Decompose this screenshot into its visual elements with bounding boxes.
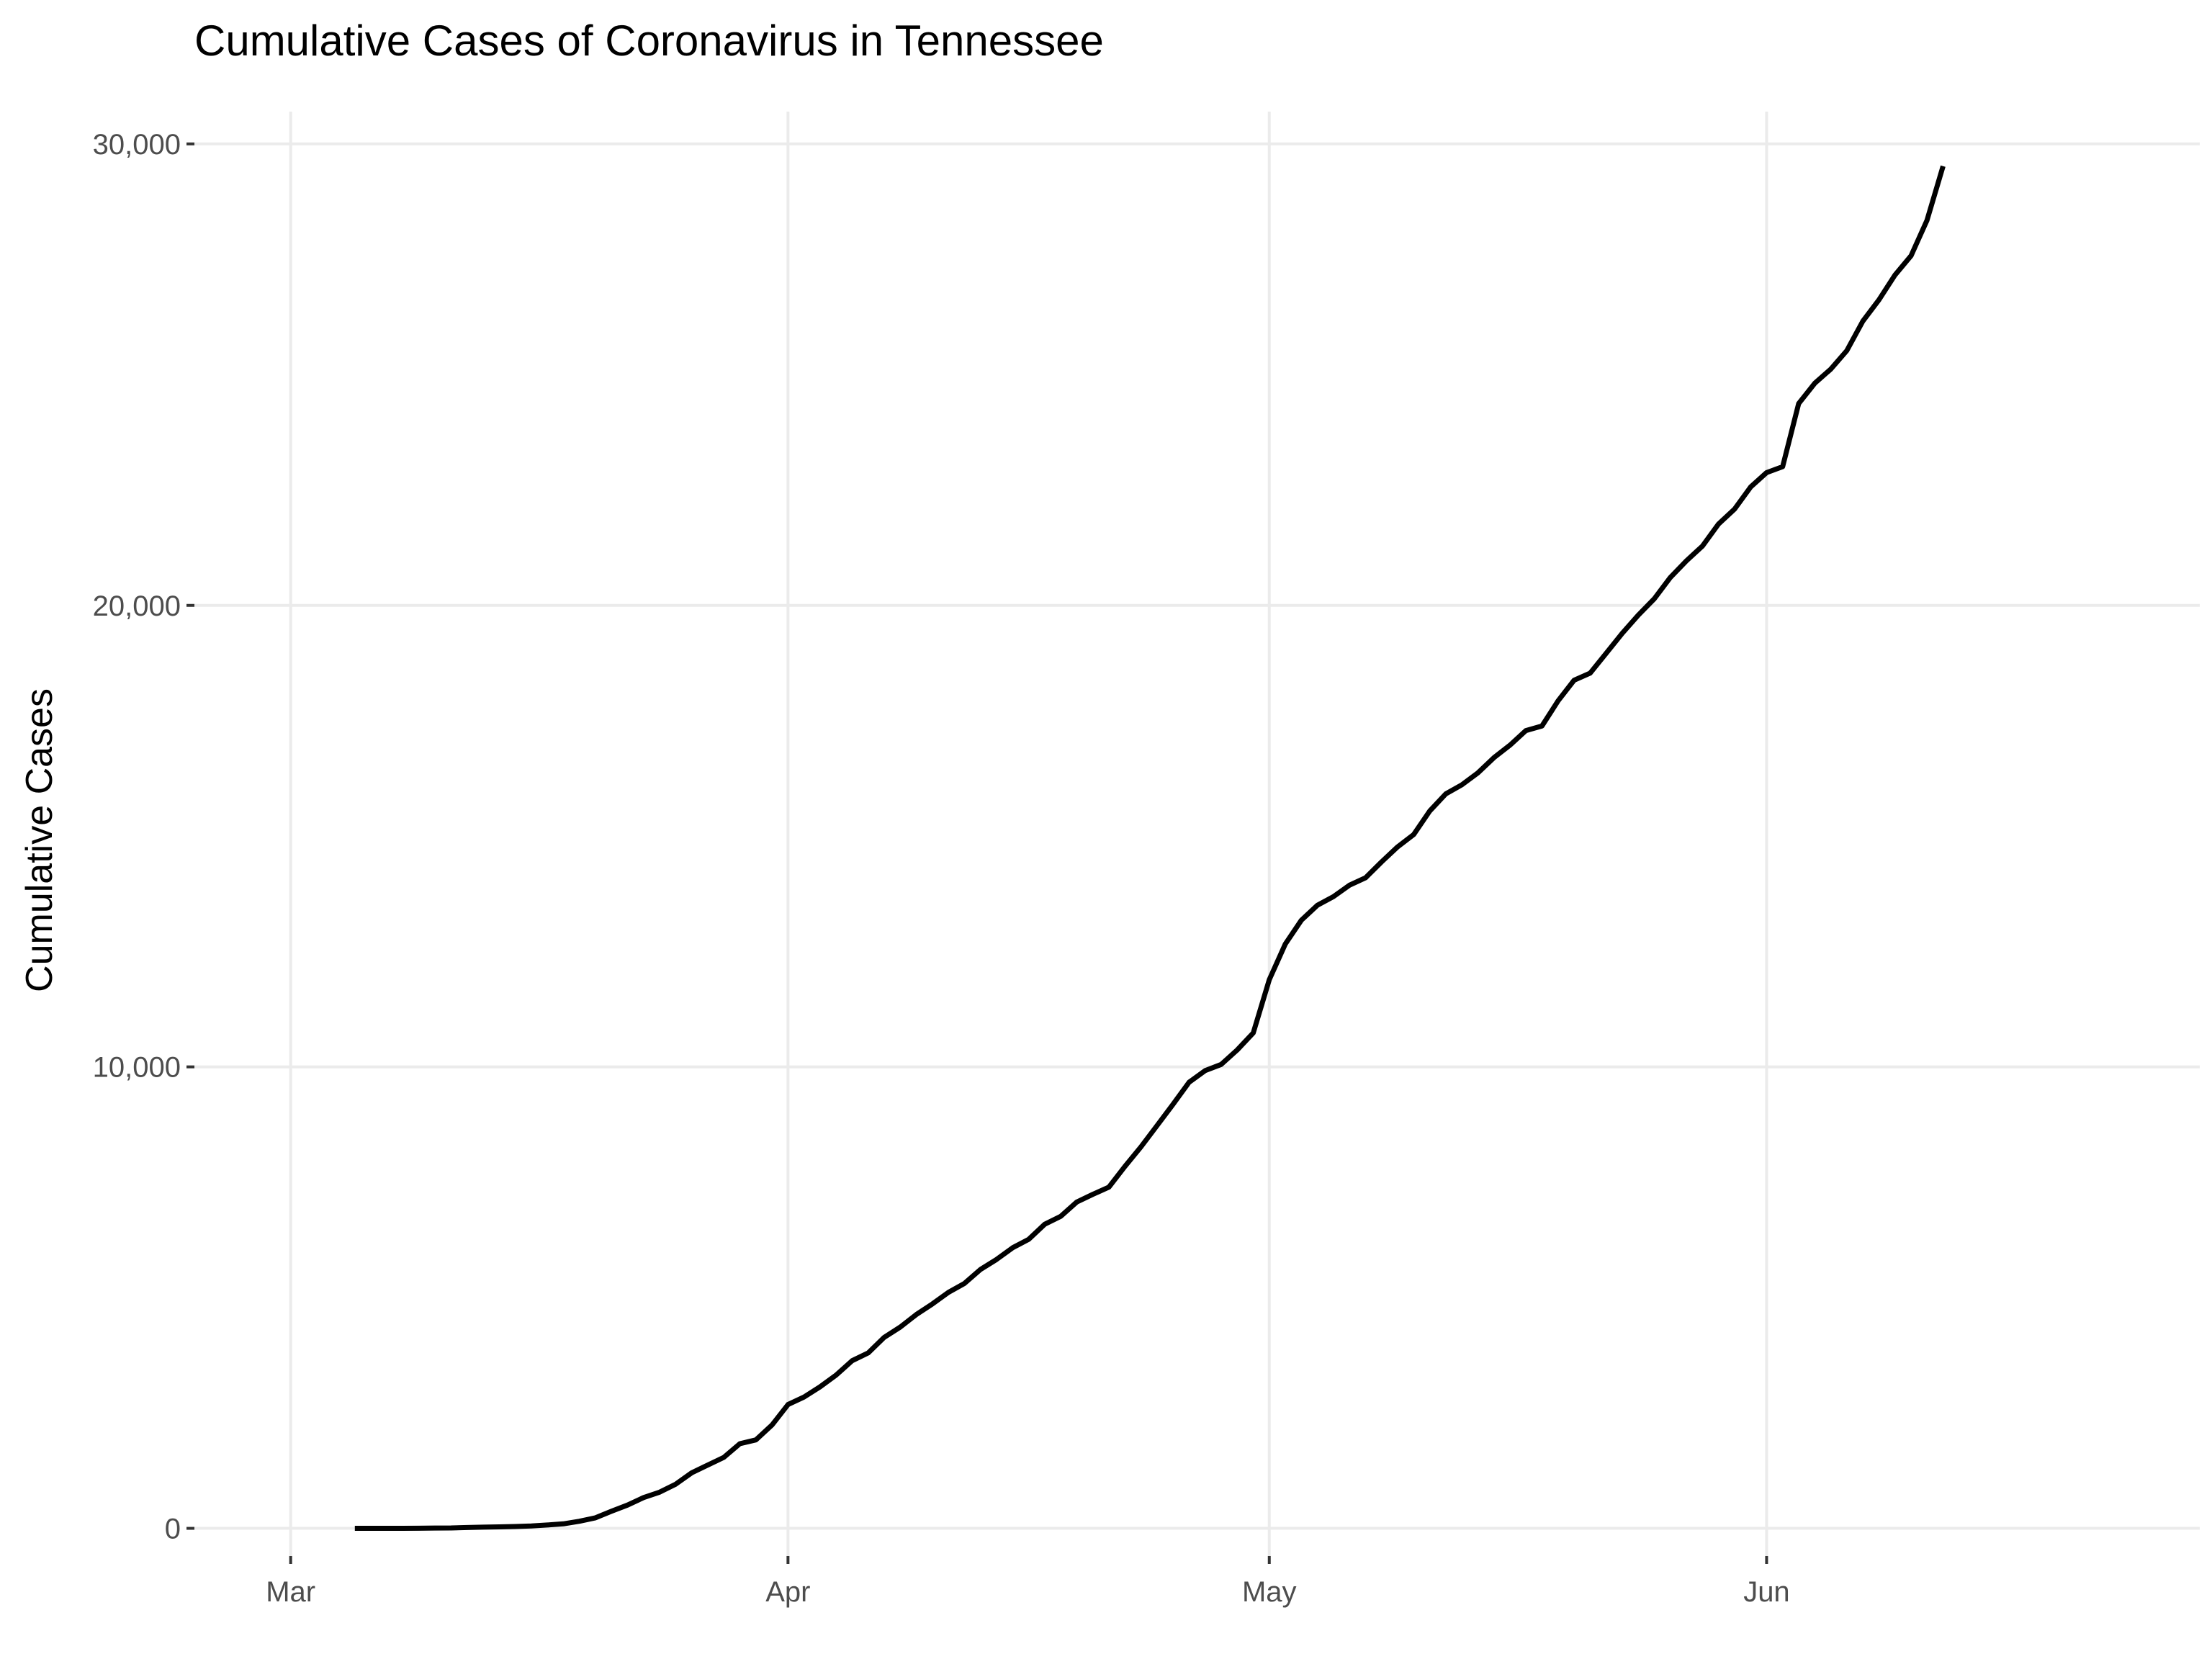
x-tick-label: May — [1242, 1576, 1297, 1608]
y-tick-label: 20,000 — [93, 590, 181, 622]
x-tick-label: Mar — [266, 1576, 315, 1608]
y-axis-label: Cumulative Cases — [19, 688, 60, 992]
series-line-cumulative-cases — [354, 165, 1946, 1531]
chart-title: Cumulative Cases of Coronavirus in Tenne… — [194, 17, 1104, 65]
series-layer — [354, 165, 1946, 1531]
y-tick-label: 0 — [165, 1514, 181, 1545]
x-tick-label: Jun — [1743, 1576, 1790, 1608]
x-tick-label: Apr — [765, 1576, 810, 1608]
y-tick-label: 30,000 — [93, 129, 181, 161]
y-tick-label: 10,000 — [93, 1052, 181, 1084]
tick-layer: 0 10,000 20,000 30,000 Mar Apr May Jun — [93, 129, 1790, 1608]
grid-layer — [194, 112, 2200, 1556]
